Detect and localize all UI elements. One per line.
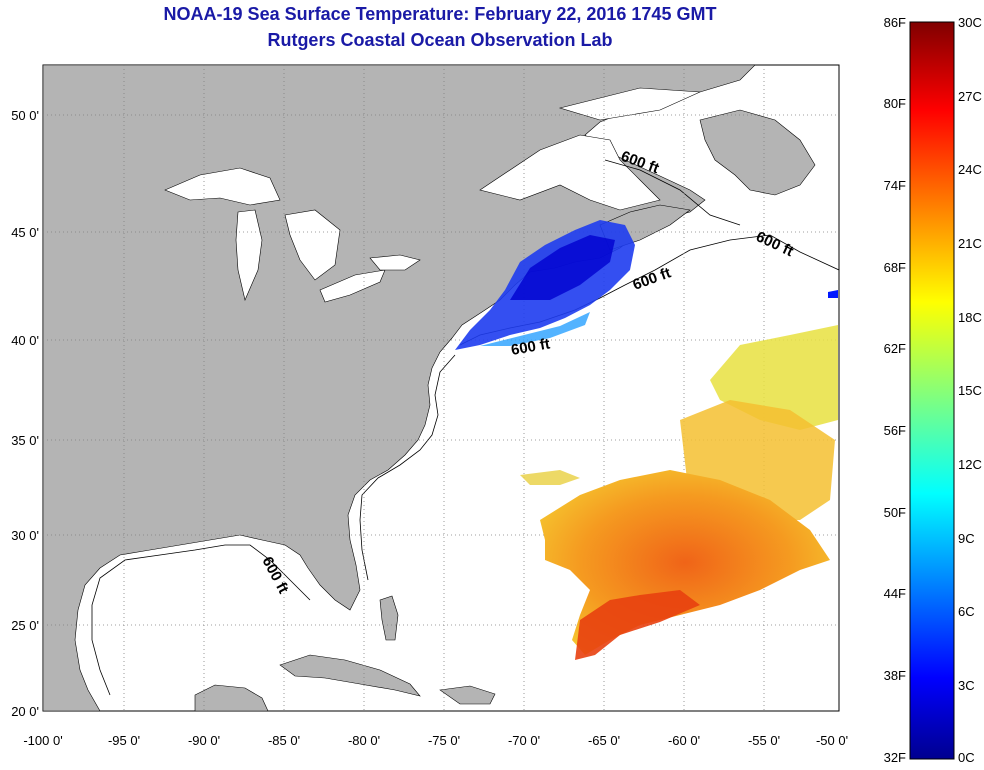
colorbar-f-label: 68F	[884, 260, 906, 275]
yucatan-land	[194, 684, 269, 711]
lon-tick-label: -55 0'	[748, 733, 780, 748]
hudson-bay-edge	[558, 87, 701, 121]
colorbar-c-label: 27C	[958, 89, 982, 104]
north-america-land	[43, 65, 756, 711]
lat-tick-label: 25 0'	[11, 618, 39, 633]
colorbar-f-label: 44F	[884, 586, 906, 601]
longitude-axis: -100 0' -95 0' -90 0' -85 0' -80 0' -75 …	[23, 733, 848, 748]
lat-tick-label: 45 0'	[11, 225, 39, 240]
graticule	[43, 65, 839, 711]
hispaniola-land	[439, 685, 496, 705]
colorbar-f-label: 38F	[884, 668, 906, 683]
lon-tick-label: -60 0'	[668, 733, 700, 748]
colorbar-c-label: 30C	[958, 15, 982, 30]
lon-tick-label: -50 0'	[816, 733, 848, 748]
lon-tick-label: -80 0'	[348, 733, 380, 748]
colorbar-f-label: 32F	[884, 750, 906, 765]
cuba-land	[279, 654, 421, 697]
lake-huron	[284, 209, 341, 281]
lake-erie	[319, 269, 386, 303]
gulf-st-lawrence	[479, 134, 661, 211]
colorbar-c-label: 6C	[958, 604, 975, 619]
colorbar-c-label: 21C	[958, 236, 982, 251]
bahamas-land	[379, 595, 399, 641]
colorbar-c-label: 0C	[958, 750, 975, 765]
lat-tick-label: 35 0'	[11, 433, 39, 448]
lake-superior	[164, 167, 281, 206]
lon-tick-label: -70 0'	[508, 733, 540, 748]
lat-tick-label: 30 0'	[11, 528, 39, 543]
sst-warm-water	[520, 325, 838, 660]
map-title: NOAA-19 Sea Surface Temperature: Februar…	[163, 4, 717, 24]
lat-tick-label: 40 0'	[11, 333, 39, 348]
sst-cold-shelf	[455, 220, 838, 350]
colorbar-f-label: 62F	[884, 341, 906, 356]
newfoundland-land	[699, 109, 816, 196]
colorbar-c-label: 12C	[958, 457, 982, 472]
lat-tick-label: 20 0'	[11, 704, 39, 719]
colorbar-c-label: 24C	[958, 162, 982, 177]
colorbar-celsius-labels: 30C 27C 24C 21C 18C 15C 12C 9C 6C 3C 0C	[958, 15, 982, 765]
colorbar-f-label: 56F	[884, 423, 906, 438]
lon-tick-label: -100 0'	[23, 733, 62, 748]
lon-tick-label: -95 0'	[108, 733, 140, 748]
colorbar-f-label: 80F	[884, 96, 906, 111]
lon-tick-label: -90 0'	[188, 733, 220, 748]
colorbar-c-label: 3C	[958, 678, 975, 693]
lake-ontario	[369, 254, 421, 271]
colorbar-c-label: 18C	[958, 310, 982, 325]
lon-tick-label: -85 0'	[268, 733, 300, 748]
colorbar-c-label: 15C	[958, 383, 982, 398]
lake-michigan	[235, 209, 263, 301]
latitude-axis: 50 0' 45 0' 40 0' 35 0' 30 0' 25 0' 20 0…	[11, 108, 39, 719]
lon-tick-label: -65 0'	[588, 733, 620, 748]
colorbar-f-label: 86F	[884, 15, 906, 30]
temperature-colorbar	[909, 21, 955, 760]
lon-tick-label: -75 0'	[428, 733, 460, 748]
colorbar-fahrenheit-labels: 86F 80F 74F 68F 62F 56F 50F 44F 38F 32F	[884, 15, 906, 765]
lat-tick-label: 50 0'	[11, 108, 39, 123]
contour-label: 600 ft	[510, 335, 552, 359]
colorbar-c-label: 9C	[958, 531, 975, 546]
colorbar-f-label: 74F	[884, 178, 906, 193]
map-subtitle: Rutgers Coastal Ocean Observation Lab	[267, 30, 613, 50]
colorbar-f-label: 50F	[884, 505, 906, 520]
